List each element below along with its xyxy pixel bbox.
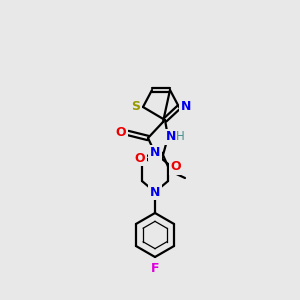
Text: H: H — [176, 130, 184, 143]
Text: N: N — [150, 146, 160, 160]
Text: N: N — [150, 185, 160, 199]
Text: F: F — [151, 262, 159, 275]
Text: O: O — [171, 160, 181, 173]
Text: S: S — [131, 100, 140, 113]
Text: O: O — [135, 152, 145, 164]
Text: N: N — [181, 100, 191, 113]
Text: N: N — [166, 130, 176, 143]
Text: O: O — [116, 127, 126, 140]
